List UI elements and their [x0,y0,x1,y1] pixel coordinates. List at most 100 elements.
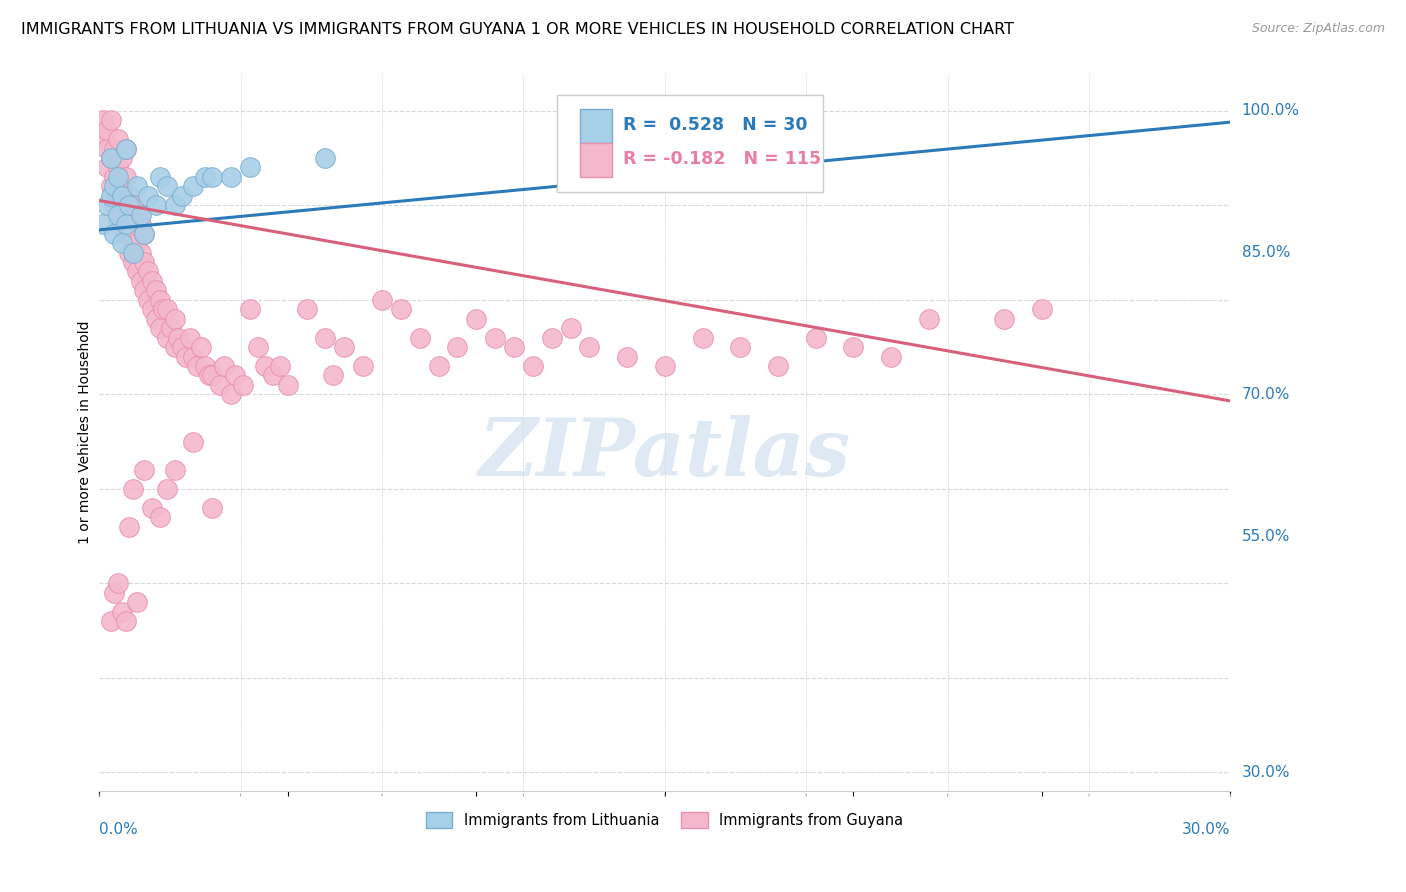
Point [114,169,136,184]
Point [201,500,224,515]
Point [114,142,136,156]
Point [201,368,224,383]
Point [371,293,394,307]
Point [219,169,242,184]
Text: 30.0%: 30.0% [1241,765,1291,780]
Point [186,359,208,373]
Point [107,189,129,203]
Point [96,122,118,136]
Text: Source: ZipAtlas.com: Source: ZipAtlas.com [1251,22,1385,36]
Point [111,605,134,619]
Point [118,189,141,203]
Point [134,227,156,241]
Point [333,340,356,354]
Point [136,264,159,278]
Point [156,179,179,194]
Point [114,614,136,628]
Point [540,331,562,345]
Point [111,236,134,251]
Text: R =  0.528   N = 30: R = 0.528 N = 30 [623,117,807,135]
FancyBboxPatch shape [557,95,824,192]
Point [122,245,145,260]
Point [91,113,114,128]
Point [103,227,125,241]
Point [129,208,152,222]
Point [156,331,179,345]
Point [766,359,789,373]
Point [145,311,167,326]
Point [183,434,205,449]
Point [183,179,205,194]
Point [141,302,163,317]
Point [183,350,205,364]
Point [730,340,752,354]
Point [269,359,291,373]
Point [103,142,125,156]
Text: 70.0%: 70.0% [1241,387,1289,401]
Point [409,331,432,345]
Point [465,311,488,326]
Point [446,340,468,354]
Point [118,245,141,260]
Point [136,189,159,203]
Point [103,169,125,184]
Point [129,217,152,231]
Point [107,132,129,146]
Point [107,217,129,231]
Point [197,368,219,383]
Point [277,377,299,392]
Point [692,331,714,345]
Point [194,359,217,373]
Point [172,189,194,203]
Point [114,227,136,241]
Point [91,132,114,146]
Point [578,340,600,354]
Point [239,302,262,317]
Point [134,227,156,241]
Point [918,311,941,326]
Point [148,293,170,307]
Point [100,614,122,628]
Point [125,208,148,222]
Point [111,189,134,203]
Point [103,179,125,194]
Point [125,595,148,609]
Point [103,586,125,600]
Point [322,368,344,383]
Point [129,245,152,260]
Point [246,340,269,354]
Point [314,151,336,165]
Point [134,284,156,298]
Point [163,340,186,354]
Point [96,161,118,175]
Point [295,302,318,317]
Text: IMMIGRANTS FROM LITHUANIA VS IMMIGRANTS FROM GUYANA 1 OR MORE VEHICLES IN HOUSEH: IMMIGRANTS FROM LITHUANIA VS IMMIGRANTS … [21,22,1014,37]
Point [163,198,186,212]
Point [208,377,231,392]
Point [100,179,122,194]
Point [522,359,544,373]
Point [560,321,582,335]
Point [352,359,374,373]
Point [148,321,170,335]
Point [129,274,152,288]
Point [122,227,145,241]
Point [212,359,235,373]
Point [190,340,212,354]
Point [136,293,159,307]
Text: R = -0.182   N = 115: R = -0.182 N = 115 [623,150,821,169]
Point [993,311,1015,326]
Point [160,321,183,335]
Point [842,340,865,354]
Point [125,264,148,278]
Point [96,142,118,156]
Point [174,350,197,364]
Point [107,161,129,175]
Point [118,198,141,212]
Point [107,208,129,222]
Point [114,217,136,231]
Text: 0.0%: 0.0% [100,822,138,837]
Point [91,217,114,231]
Point [125,236,148,251]
Point [125,179,148,194]
